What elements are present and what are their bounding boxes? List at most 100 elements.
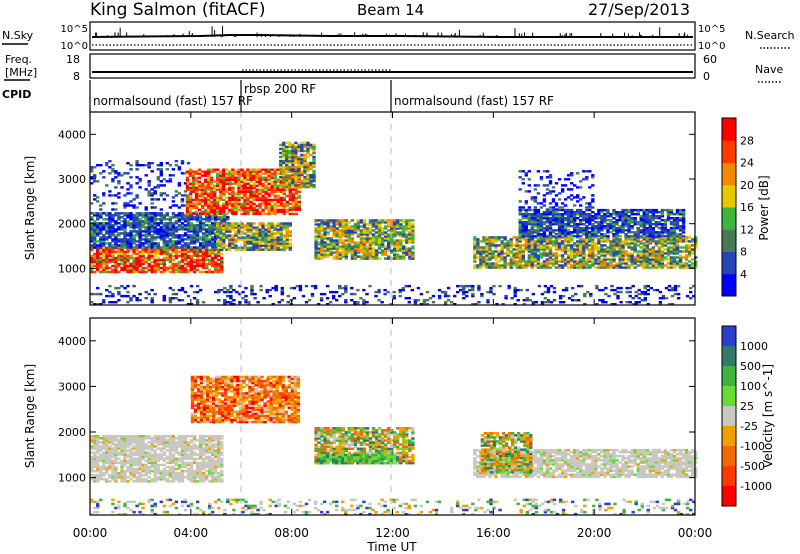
heatmap-cell: [135, 224, 139, 227]
heatmap-cell: [123, 268, 127, 272]
heatmap-cell: [585, 244, 589, 247]
heatmap-cell: [573, 266, 577, 269]
heatmap-cell: [147, 180, 151, 183]
heatmap-cell: [252, 248, 256, 251]
heatmap-cell: [273, 204, 277, 208]
heatmap-cell: [648, 227, 652, 230]
heatmap-cell: [554, 266, 559, 269]
heatmap-cell: [645, 244, 649, 247]
heatmap-cell: [654, 217, 659, 220]
heatmap-cell: [663, 223, 668, 226]
heatmap-cell: [500, 236, 504, 239]
heatmap-cell: [285, 230, 289, 233]
heatmap-cell: [207, 188, 211, 191]
heatmap-cell: [258, 248, 262, 251]
heatmap-cell: [255, 192, 259, 195]
heatmap-cell: [192, 268, 197, 272]
heatmap-cell: [144, 238, 148, 241]
heatmap-cell: [189, 262, 194, 266]
heatmap-cell: [591, 238, 595, 241]
heatmap-cell: [691, 248, 695, 251]
heatmap-cell: [177, 218, 182, 221]
heatmap-cell: [618, 252, 622, 255]
heatmap-cell: [606, 213, 610, 216]
heatmap-cell: [177, 236, 182, 239]
heatmap-cell: [108, 222, 112, 225]
heatmap-cell: [108, 218, 112, 221]
heatmap-cell: [672, 252, 677, 255]
heatmap-cell: [223, 216, 227, 219]
heatmap-cell: [393, 219, 397, 222]
heatmap-cell: [102, 248, 106, 252]
heatmap-cell: [402, 221, 406, 224]
heatmap-cell: [512, 236, 516, 239]
heatmap-cell: [153, 252, 157, 256]
heatmap-cell: [258, 232, 262, 235]
heatmap-cell: [90, 270, 94, 274]
heatmap-cell: [399, 241, 403, 244]
heatmap-cell: [237, 204, 241, 208]
heatmap-cell: [405, 235, 409, 238]
heatmap-cell: [573, 227, 577, 230]
heatmap-cell: [548, 256, 553, 259]
heatmap-cell: [153, 228, 157, 231]
heatmap-cell: [576, 225, 580, 228]
heatmap-cell: [201, 270, 206, 274]
heatmap-cell: [396, 241, 400, 244]
heatmap-cell: [591, 246, 595, 249]
heatmap-cell: [669, 252, 674, 255]
heatmap-cell: [273, 182, 277, 185]
heatmap-cell: [201, 226, 206, 229]
heatmap-cell: [600, 225, 604, 228]
heatmap-cell: [90, 238, 94, 241]
heatmap-cell: [102, 228, 106, 231]
heatmap-cell: [186, 264, 191, 268]
heatmap-cell: [188, 192, 193, 195]
heatmap-cell: [500, 266, 504, 269]
heatmap-cell: [548, 231, 553, 234]
heatmap-cell: [500, 256, 504, 259]
heatmap-cell: [297, 145, 301, 149]
heatmap-cell: [213, 198, 217, 202]
heatmap-cell: [237, 246, 241, 249]
heatmap-cell: [687, 252, 692, 255]
heatmap-cell: [189, 216, 194, 219]
heatmap-cell: [213, 204, 217, 208]
heatmap-cell: [177, 246, 182, 249]
heatmap-cell: [675, 221, 680, 224]
heatmap-cell: [120, 256, 124, 260]
heatmap-cell: [515, 266, 519, 269]
heatmap-cell: [297, 200, 302, 204]
heatmap-cell: [252, 178, 256, 181]
date-title: 27/Sep/2013: [588, 0, 690, 19]
heatmap-cell: [123, 206, 127, 209]
heatmap-cell: [297, 183, 301, 187]
heatmap-cell: [126, 224, 130, 227]
heatmap-cell: [645, 254, 649, 257]
heatmap-cell: [270, 222, 274, 225]
heatmap-cell: [208, 242, 212, 245]
heatmap-cell: [228, 242, 232, 245]
heatmap-cell: [234, 226, 238, 229]
heatmap-cell: [156, 178, 160, 181]
heatmap-cell: [374, 249, 379, 252]
heatmap-cell: [180, 260, 185, 264]
heatmap-cell: [156, 252, 160, 256]
heatmap-cell: [309, 179, 313, 183]
heatmap-cell: [615, 211, 619, 214]
heatmap-cell: [255, 246, 259, 249]
heatmap-cell: [282, 208, 286, 212]
heatmap-cell: [684, 250, 689, 253]
heatmap-cell: [396, 221, 400, 224]
heatmap-cell: [681, 235, 686, 238]
heatmap-cell: [282, 151, 286, 155]
heatmap-cell: [222, 240, 226, 243]
heatmap-cell: [208, 216, 212, 219]
heatmap-cell: [545, 170, 550, 173]
heatmap-cell: [123, 230, 127, 233]
heatmap-cell: [624, 235, 628, 238]
heatmap-cell: [123, 266, 127, 270]
heatmap-cell: [150, 242, 154, 245]
heatmap-cell: [597, 250, 601, 253]
heatmap-cell: [548, 240, 553, 243]
